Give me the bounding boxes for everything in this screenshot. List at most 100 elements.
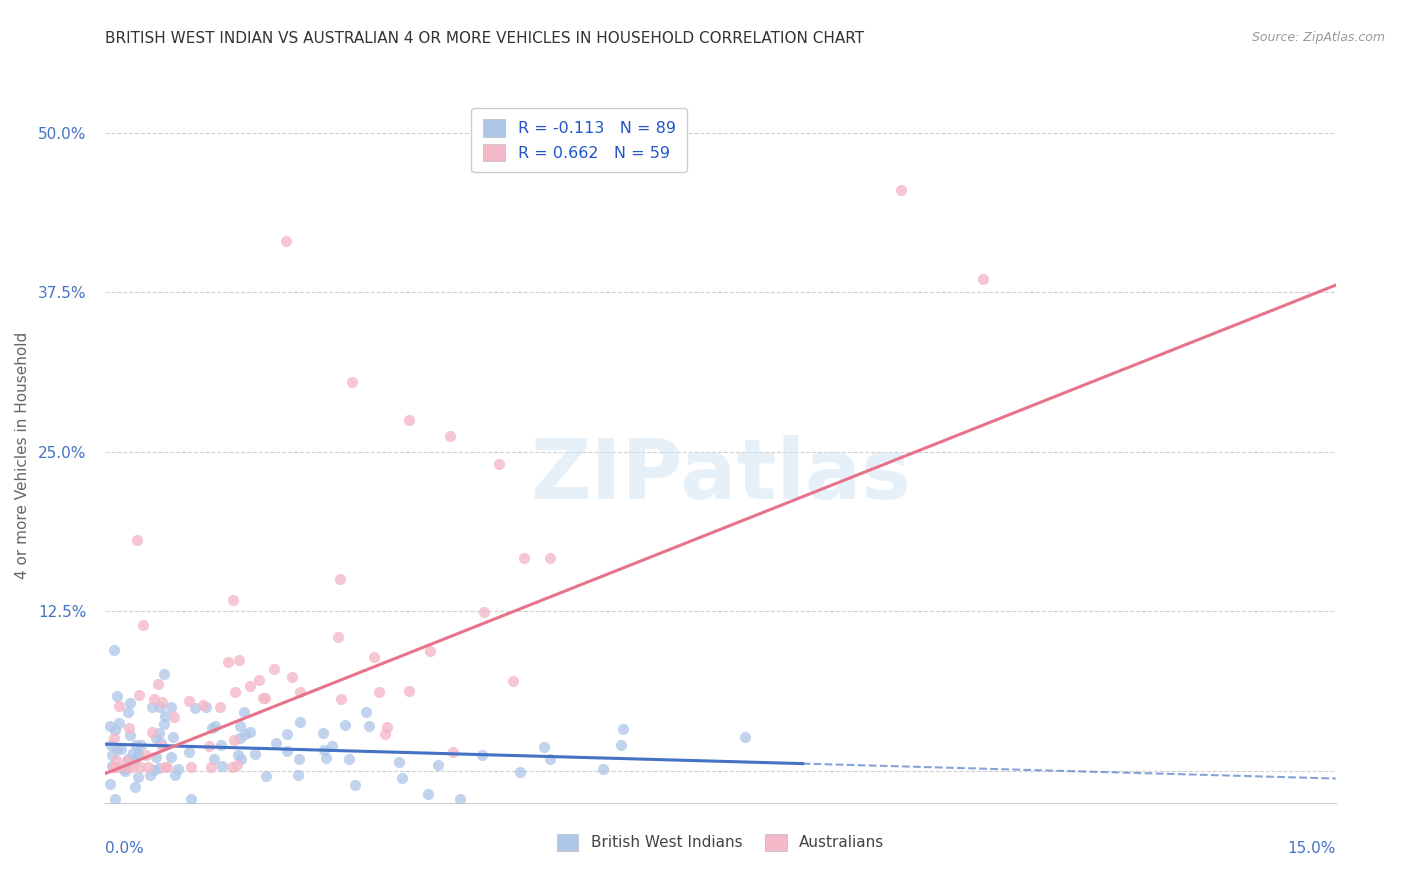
Point: [972, 272, 994, 286]
Point: [129, 738, 152, 752]
Point: [143, 763, 166, 777]
Point: [107, 698, 129, 713]
Point: [115, 755, 138, 769]
Point: [222, 592, 245, 607]
Point: [449, 792, 471, 806]
Point: [103, 760, 125, 774]
Point: [239, 725, 262, 739]
Point: [124, 738, 146, 752]
Point: [245, 747, 267, 761]
Point: [180, 760, 202, 774]
Point: [229, 731, 252, 746]
Point: [209, 738, 232, 752]
Point: [145, 750, 167, 764]
Point: [156, 760, 179, 774]
Point: [117, 751, 139, 765]
Point: [162, 730, 184, 744]
Point: [198, 739, 221, 753]
Point: [160, 749, 183, 764]
Point: [204, 719, 226, 733]
Point: [195, 700, 218, 714]
Point: [233, 727, 256, 741]
Legend: British West Indians, Australians: British West Indians, Australians: [547, 823, 894, 862]
Point: [343, 779, 366, 793]
Point: [734, 731, 756, 745]
Point: [153, 709, 176, 723]
Point: [150, 695, 173, 709]
Point: [120, 728, 142, 742]
Point: [163, 768, 186, 782]
Text: 15.0%: 15.0%: [1288, 841, 1336, 856]
Point: [502, 673, 524, 688]
Point: [312, 725, 335, 739]
Point: [177, 694, 200, 708]
Point: [359, 719, 381, 733]
Point: [533, 739, 555, 754]
Point: [184, 701, 207, 715]
Point: [124, 753, 146, 767]
Point: [98, 719, 121, 733]
Point: [226, 747, 249, 762]
Text: BRITISH WEST INDIAN VS AUSTRALIAN 4 OR MORE VEHICLES IN HOUSEHOLD CORRELATION CH: BRITISH WEST INDIAN VS AUSTRALIAN 4 OR M…: [105, 31, 865, 46]
Point: [610, 738, 633, 752]
Point: [312, 743, 335, 757]
Point: [127, 748, 149, 763]
Point: [340, 375, 363, 389]
Point: [103, 731, 125, 745]
Point: [118, 721, 141, 735]
Point: [149, 736, 172, 750]
Text: ZIPatlas: ZIPatlas: [530, 435, 911, 516]
Point: [142, 692, 165, 706]
Point: [509, 764, 531, 779]
Point: [128, 688, 150, 702]
Point: [167, 762, 190, 776]
Point: [354, 705, 377, 719]
Point: [538, 550, 561, 565]
Point: [201, 721, 224, 735]
Point: [105, 742, 128, 756]
Point: [103, 760, 125, 774]
Point: [152, 717, 174, 731]
Point: [374, 727, 396, 741]
Point: [472, 606, 495, 620]
Point: [138, 760, 160, 774]
Point: [148, 761, 170, 775]
Point: [177, 745, 200, 759]
Point: [117, 705, 139, 719]
Point: [200, 760, 222, 774]
Point: [328, 631, 350, 645]
Point: [138, 768, 160, 782]
Point: [471, 747, 494, 762]
Point: [333, 718, 356, 732]
Text: Source: ZipAtlas.com: Source: ZipAtlas.com: [1251, 31, 1385, 45]
Point: [288, 715, 311, 730]
Point: [368, 685, 391, 699]
Point: [224, 685, 246, 699]
Point: [337, 752, 360, 766]
Point: [152, 667, 174, 681]
Point: [375, 720, 398, 734]
Point: [274, 234, 297, 248]
Point: [101, 759, 124, 773]
Point: [148, 677, 170, 691]
Point: [363, 650, 385, 665]
Point: [388, 756, 411, 770]
Point: [100, 738, 122, 752]
Point: [217, 655, 239, 669]
Point: [127, 747, 149, 761]
Point: [180, 792, 202, 806]
Point: [276, 727, 298, 741]
Point: [253, 690, 276, 705]
Point: [108, 715, 131, 730]
Point: [150, 739, 173, 754]
Point: [226, 758, 249, 772]
Point: [488, 458, 510, 472]
Point: [263, 662, 285, 676]
Point: [252, 691, 274, 706]
Point: [128, 760, 150, 774]
Point: [231, 752, 253, 766]
Point: [592, 762, 614, 776]
Point: [264, 736, 287, 750]
Point: [280, 670, 302, 684]
Point: [330, 692, 353, 706]
